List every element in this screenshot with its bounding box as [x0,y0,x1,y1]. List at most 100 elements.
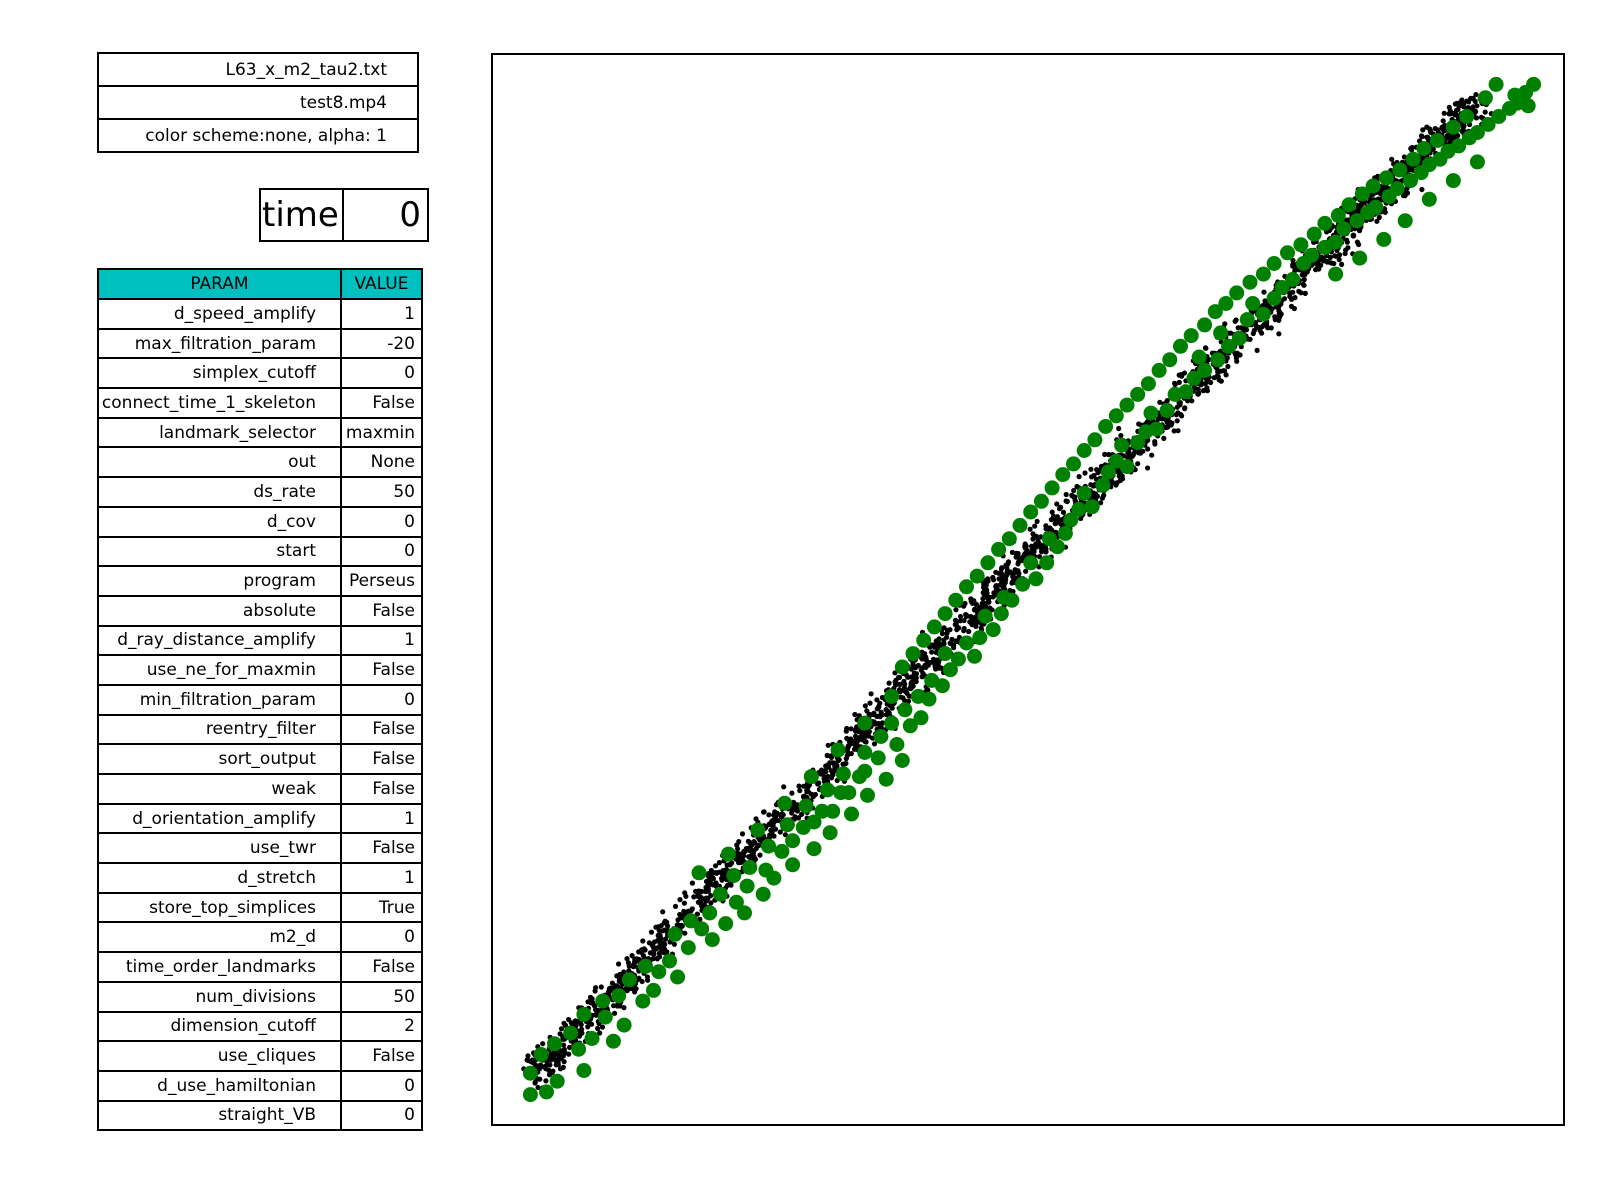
witness-point [812,791,818,798]
landmark-point [819,782,835,798]
witness-point [663,936,669,942]
witness-point [1048,517,1054,523]
witness-point [589,996,595,1002]
witness-point [953,622,959,628]
witness-point [1356,227,1362,233]
witness-point [825,742,831,748]
landmark-point [1491,109,1507,124]
witness-point [789,810,795,816]
witness-point [1054,501,1060,507]
landmark-point [576,1006,592,1022]
param-row: min_filtration_param 0 [97,683,423,716]
landmark-point [884,688,900,704]
landmark-point [1183,328,1199,344]
param-value: 1 [340,298,423,330]
witness-point [986,599,992,605]
witness-point [1082,470,1088,476]
witness-point [1204,388,1210,394]
witness-point [1043,526,1049,532]
witness-point [660,928,666,934]
witness-point [782,832,788,838]
witness-point [1113,482,1119,488]
landmark-point [1469,125,1485,140]
landmark-point [1293,237,1309,253]
witness-point [1233,317,1239,323]
landmark-point [1304,247,1320,263]
witness-point [1195,391,1201,397]
witness-point [1206,357,1212,363]
witness-point [1336,257,1342,263]
witness-point [989,607,995,613]
landmark-point [897,702,913,718]
witness-point [526,1058,532,1064]
witness-point [708,893,714,899]
witness-point [901,678,907,684]
witness-point [1091,490,1097,496]
param-row: landmark_selector maxmin [97,416,423,449]
witness-point [1015,570,1022,576]
witness-point [1126,454,1132,460]
param-name: min_filtration_param [97,683,342,716]
witness-point [1005,561,1011,567]
witness-point [971,615,978,621]
witness-point [1089,474,1095,480]
landmark-point [825,803,841,819]
witness-point [644,974,650,980]
witness-point [1424,124,1430,130]
info-filename: L63_x_m2_tau2.txt [97,52,419,87]
witness-point [1027,526,1033,532]
witness-point [953,639,959,645]
witness-point [1328,260,1334,266]
landmark-point [1285,272,1301,287]
witness-point [983,603,989,609]
witness-point [975,606,981,613]
witness-point [613,983,619,989]
time-value: 0 [342,188,429,242]
landmark-point [750,822,766,838]
witness-point [825,761,832,768]
witness-point [716,869,722,875]
landmark-point [1039,555,1055,571]
witness-point [1200,388,1206,394]
param-rows: d_speed_amplify 1 max_filtration_param -20 s… [97,298,423,1132]
witness-point [632,956,638,962]
landmark-point [1507,87,1523,103]
witness-point [1178,372,1184,378]
witness-point [558,1050,564,1057]
witness-point [844,735,850,741]
witness-point [877,700,883,706]
witness-point [685,908,691,914]
param-row: out None [97,446,423,479]
witness-point [1117,477,1123,484]
witness-point [1145,446,1151,452]
witness-point [1247,336,1253,342]
witness-point [905,698,912,704]
landmark-point [1173,338,1188,354]
witness-point [547,1062,553,1068]
landmark-point [611,988,627,1004]
witness-point [843,756,849,762]
param-row: m2_d 0 [97,921,423,954]
witness-point [560,1036,566,1042]
landmark-point [841,785,857,801]
witness-point [857,734,863,741]
witness-point [716,860,722,866]
witness-point [535,1084,541,1091]
witness-point [789,790,795,796]
witness-point [1165,420,1171,426]
witness-point [1298,290,1304,296]
witness-point [844,748,850,754]
param-value: -20 [340,327,423,360]
witness-point [650,956,656,962]
landmark-point [1114,437,1130,453]
witness-point [1344,239,1350,245]
witness-point [748,847,754,853]
param-value: 0 [340,921,423,954]
witness-point [1032,523,1038,529]
witness-point [1060,509,1067,515]
witness-point [649,942,655,948]
witness-point [828,753,834,759]
param-value: False [340,1040,423,1072]
landmark-point [728,894,744,910]
param-name: d_ray_distance_amplify [97,624,342,657]
